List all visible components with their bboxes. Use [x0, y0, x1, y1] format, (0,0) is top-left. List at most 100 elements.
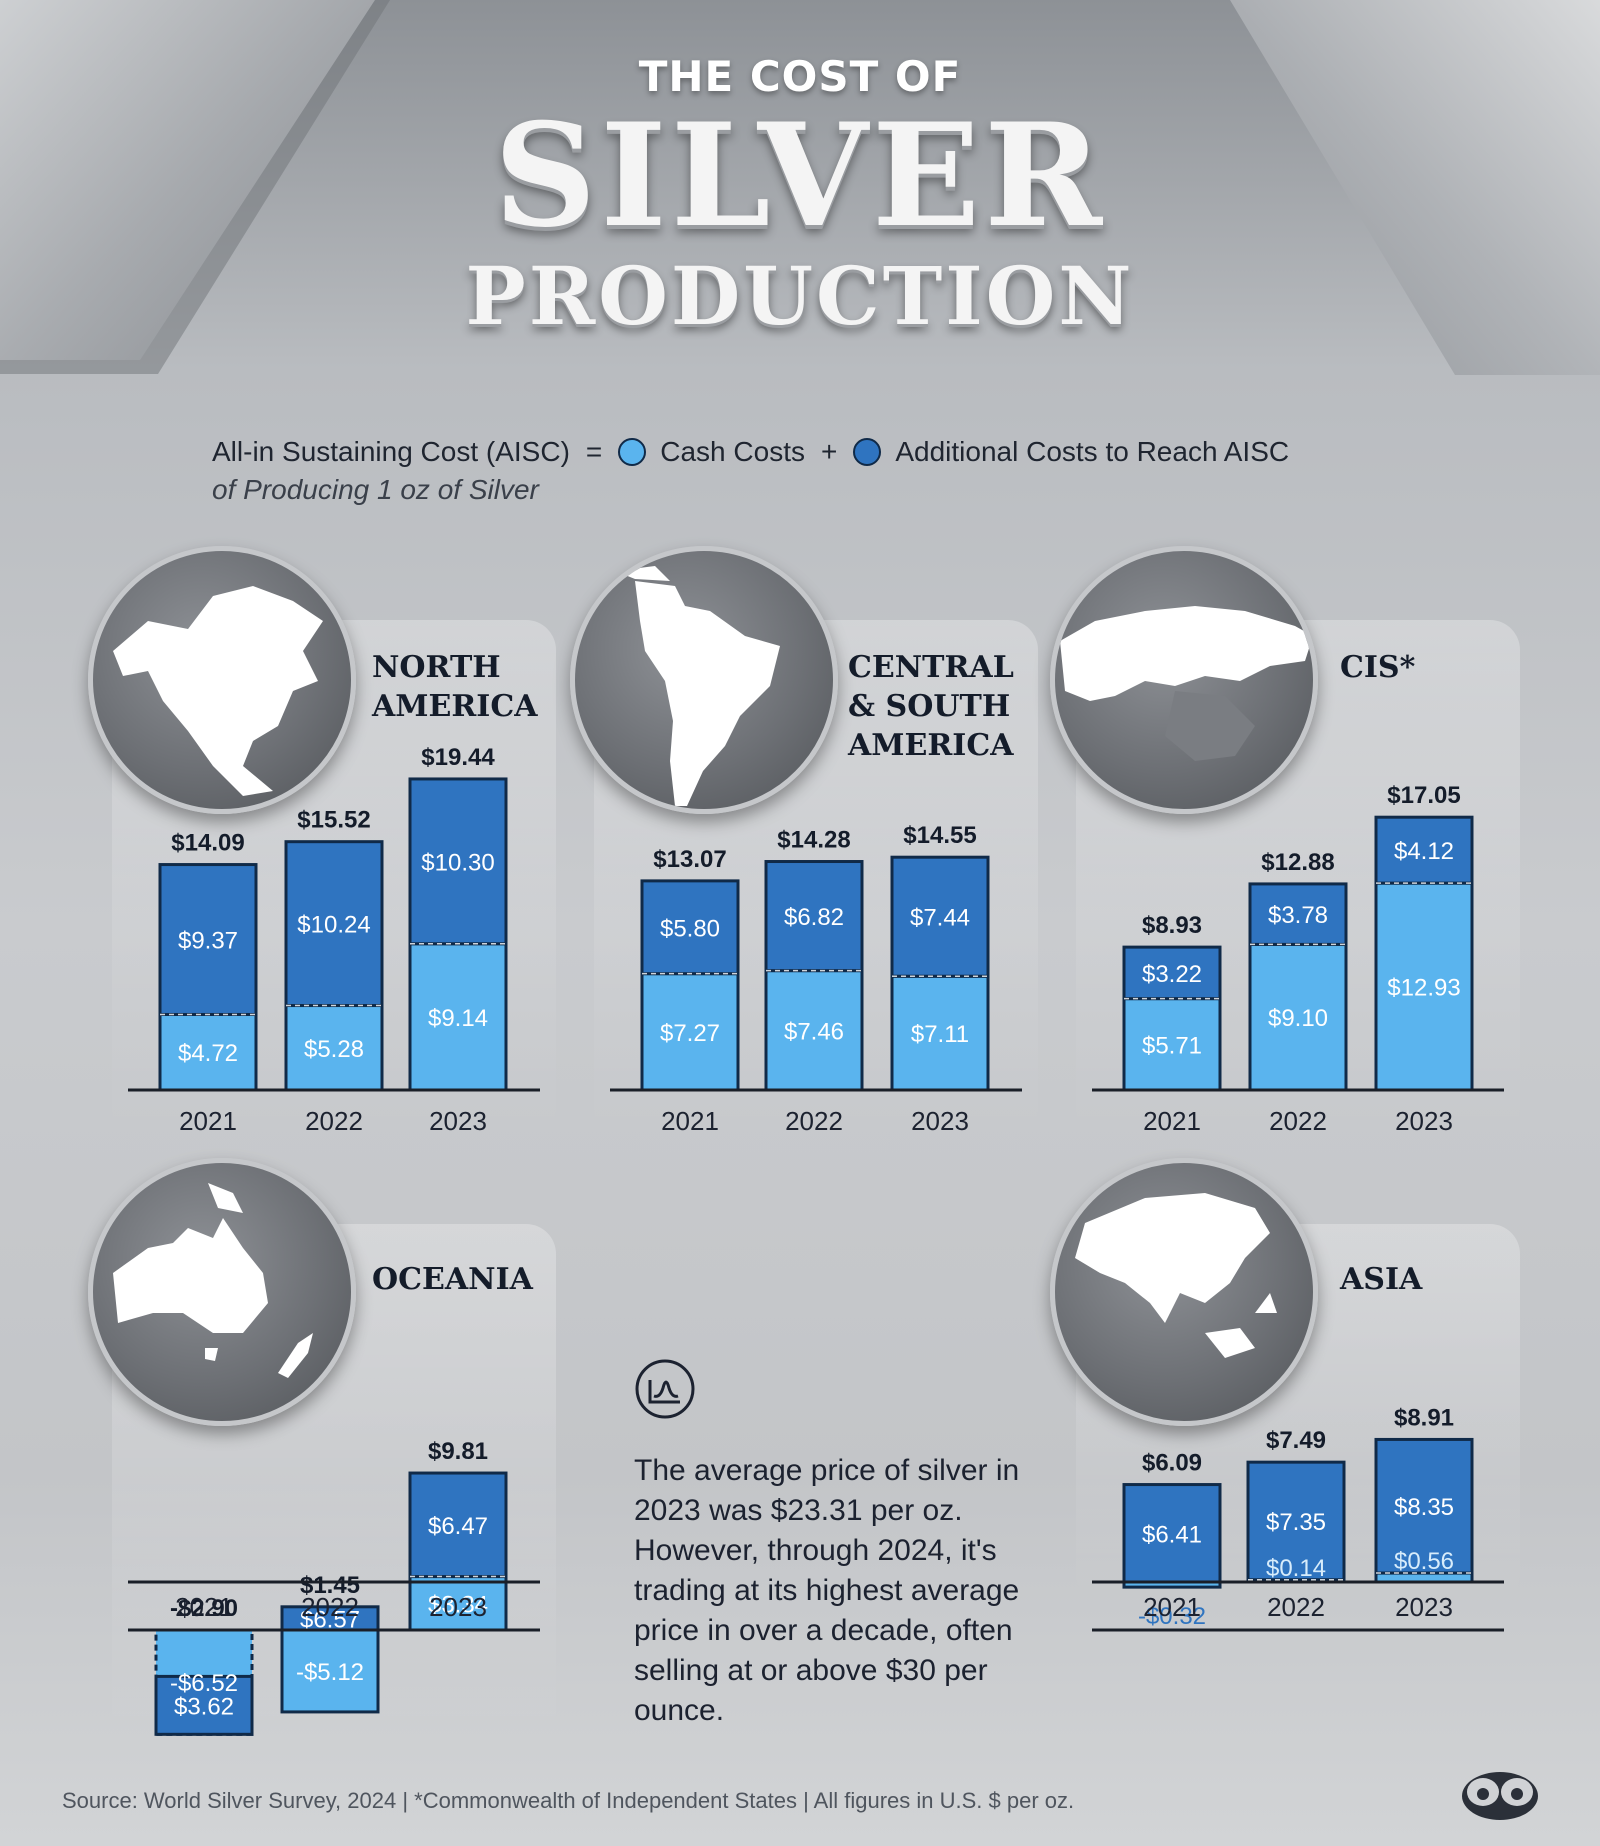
- year-label-2023: 2023: [429, 1592, 487, 1622]
- source-text: Source: World Silver Survey, 2024 | *Com…: [62, 1788, 1075, 1813]
- year-label-2022: 2022: [301, 1592, 359, 1622]
- data-label-total-2022: $7.49: [1266, 1427, 1326, 1454]
- note-text: The average price of silver in 2023 was …: [634, 1454, 1020, 1727]
- data-label-total-2021: $8.93: [1142, 912, 1202, 939]
- bar-additional-2023: [408, 777, 508, 946]
- additional-costs-swatch-icon: [853, 438, 882, 466]
- year-label-2021: 2021: [1143, 1106, 1201, 1136]
- legend-cash-label: Cash Costs: [660, 436, 805, 467]
- globe-south-america-icon: [570, 546, 838, 814]
- globe-cis-icon: [1050, 546, 1318, 814]
- title-block: THE COST OF SILVER PRODUCTION: [0, 52, 1600, 341]
- data-label-additional-2021: $3.62: [174, 1693, 234, 1720]
- data-label-total-2022: $1.45: [300, 1572, 360, 1599]
- data-label-additional-2022: $10.24: [297, 912, 370, 939]
- data-label-total-2022: $14.28: [777, 827, 850, 854]
- bar-additional-2022: [1246, 1460, 1346, 1582]
- data-label-total-2023: $9.81: [428, 1438, 488, 1465]
- year-label-2021: 2021: [179, 1106, 237, 1136]
- data-label-total-2021: -$2.90: [170, 1595, 238, 1622]
- data-label-additional-2021: $9.37: [178, 928, 238, 955]
- data-label-total-2023: $14.55: [903, 822, 976, 849]
- bar-additional-2021: [1122, 1483, 1222, 1584]
- title-line-2: SILVER: [493, 93, 1107, 259]
- bar-additional-2022: [284, 840, 384, 1008]
- data-label-cash-2022: $5.28: [304, 1036, 364, 1063]
- data-label-total-2021: $6.09: [1142, 1450, 1202, 1477]
- legend-additional-label: Additional Costs to Reach AISC: [895, 436, 1290, 467]
- title-line-1: THE COST OF: [638, 52, 962, 101]
- bar-additional-2021: [640, 879, 740, 976]
- data-label-cash-2021: -$0.32: [1138, 1603, 1206, 1630]
- bar-additional-2022: [764, 860, 864, 973]
- legend: All-in Sustaining Cost (AISC) = Cash Cos…: [212, 436, 1305, 506]
- cash-costs-swatch-icon: [618, 438, 647, 466]
- legend-equals: =: [585, 436, 603, 467]
- bar-cash-2023: [890, 974, 990, 1092]
- data-label-additional-2023: $10.30: [421, 849, 494, 876]
- bar-cash-2021: [1122, 997, 1222, 1092]
- region-name-cis: CIS*: [1340, 650, 1416, 685]
- bar-cash-2023: [1374, 881, 1474, 1092]
- data-label-cash-2021: -$6.52: [170, 1670, 238, 1697]
- year-label-2023: 2023: [1395, 1592, 1453, 1622]
- year-label-2023: 2023: [429, 1106, 487, 1136]
- globe-north-america-icon: [88, 546, 356, 814]
- year-label-2021: 2021: [1143, 1592, 1201, 1622]
- note-block: The average price of silver in 2023 was …: [634, 1358, 1034, 1731]
- data-label-additional-2023: $6.47: [428, 1513, 488, 1540]
- bar-additional-2023: [1374, 1437, 1474, 1575]
- data-label-cash-2022: $0.14: [1266, 1555, 1326, 1582]
- globe-asia-icon: [1050, 1158, 1318, 1426]
- bar-additional-2021: [1122, 945, 1222, 1001]
- year-label-2022: 2022: [305, 1106, 363, 1136]
- data-label-total-2021: $13.07: [653, 846, 726, 873]
- data-label-cash-2023: $9.14: [428, 1005, 488, 1032]
- bar-additional-2023: [1374, 815, 1474, 885]
- legend-plus: +: [820, 436, 838, 467]
- data-label-cash-2021: $4.72: [178, 1040, 238, 1067]
- region-name-asia: ASIA: [1340, 1262, 1423, 1297]
- region-name-north-america: NORTH AMERICA: [372, 650, 538, 724]
- data-label-cash-2021: $7.27: [660, 1020, 720, 1047]
- chart-wave-icon: [635, 1359, 695, 1419]
- bar-additional-2021: [154, 1674, 254, 1736]
- year-label-2022: 2022: [785, 1106, 843, 1136]
- region-name-oceania: OCEANIA: [372, 1262, 533, 1297]
- year-label-2023: 2023: [1395, 1106, 1453, 1136]
- data-label-cash-2022: -$5.12: [296, 1659, 364, 1686]
- data-label-additional-2022: $3.78: [1268, 902, 1328, 929]
- bar-additional-2023: [890, 855, 990, 978]
- data-label-additional-2022: $7.35: [1266, 1509, 1326, 1536]
- title-line-3: PRODUCTION: [465, 249, 1135, 343]
- publisher-logo-icon: [1462, 1772, 1538, 1820]
- legend-aisc-label: All-in Sustaining Cost (AISC): [212, 436, 570, 467]
- data-label-additional-2021: $5.80: [660, 915, 720, 942]
- year-label-2022: 2022: [1267, 1592, 1325, 1622]
- year-label-2022: 2022: [1269, 1106, 1327, 1136]
- bar-additional-2021: [158, 863, 258, 1016]
- data-label-additional-2021: $6.41: [1142, 1521, 1202, 1548]
- data-label-total-2023: $8.91: [1394, 1404, 1454, 1431]
- data-label-cash-2023: $7.11: [911, 1021, 969, 1048]
- data-label-total-2023: $17.05: [1387, 782, 1460, 809]
- data-label-cash-2023: $3.34: [428, 1591, 488, 1618]
- year-label-2023: 2023: [911, 1106, 969, 1136]
- legend-subtitle: of Producing 1 oz of Silver: [212, 474, 539, 505]
- data-label-cash-2021: $5.71: [1142, 1032, 1202, 1059]
- globe-oceania-icon: [88, 1158, 356, 1426]
- data-label-additional-2023: $4.12: [1394, 838, 1454, 865]
- data-label-cash-2022: $9.10: [1268, 1005, 1328, 1032]
- data-label-total-2022: $15.52: [297, 807, 370, 834]
- data-label-total-2023: $19.44: [421, 744, 495, 771]
- data-label-cash-2023: $0.56: [1394, 1548, 1454, 1575]
- data-label-additional-2023: $7.44: [910, 905, 970, 932]
- data-label-additional-2023: $8.35: [1394, 1494, 1454, 1521]
- data-label-cash-2022: $7.46: [784, 1018, 844, 1045]
- data-label-additional-2022: $6.82: [784, 904, 844, 931]
- region-name-central-south-america: CENTRAL & SOUTH AMERICA: [848, 650, 1014, 763]
- data-label-additional-2021: $3.22: [1142, 961, 1202, 988]
- data-label-total-2021: $14.09: [171, 830, 244, 857]
- bar-additional-2023: [408, 1471, 508, 1579]
- data-label-total-2022: $12.88: [1261, 849, 1334, 876]
